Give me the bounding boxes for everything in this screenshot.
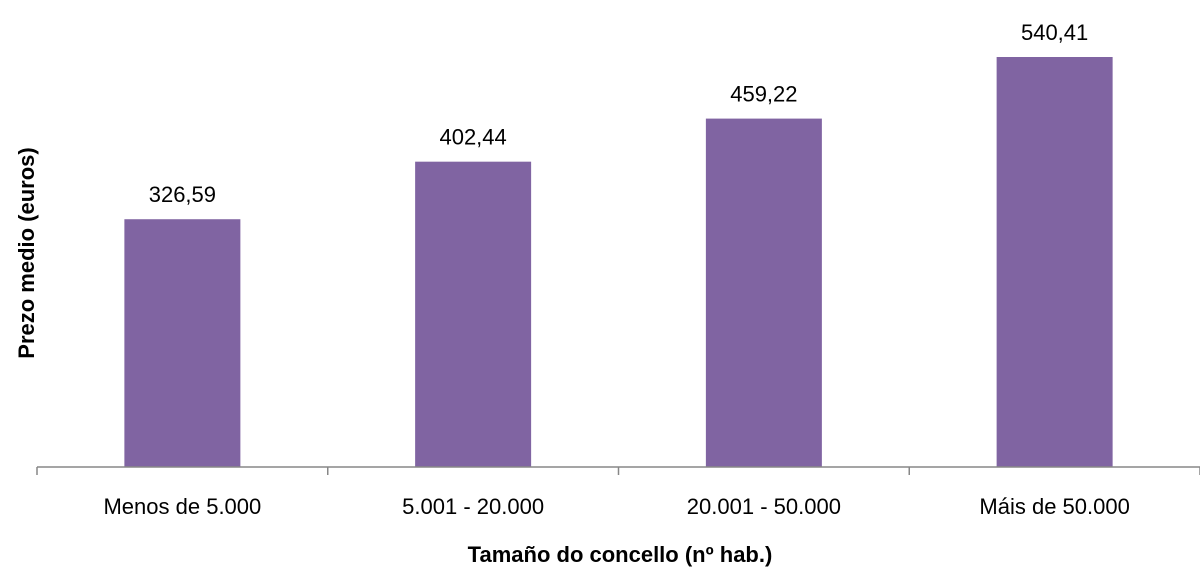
bar (415, 161, 532, 467)
x-tick-label: Menos de 5.000 (103, 494, 261, 519)
bar-value-label: 459,22 (730, 82, 797, 107)
data-labels: 326,59 402,44 459,22 540,41 (149, 20, 1089, 207)
x-axis-ticks (36, 467, 1200, 475)
bar-value-label: 402,44 (439, 125, 506, 150)
bars (124, 57, 1113, 468)
bar-value-label: 540,41 (1021, 20, 1088, 45)
bar (996, 57, 1113, 467)
x-tick-label: 20.001 - 50.000 (687, 494, 841, 519)
bar (124, 219, 241, 467)
x-tick-label: 5.001 - 20.000 (402, 494, 544, 519)
bar-value-label: 326,59 (149, 182, 216, 207)
x-axis-tick-labels: Menos de 5.000 5.001 - 20.000 20.001 - 50.… (103, 494, 1129, 519)
y-axis-title: Prezo medio (euros) (14, 147, 39, 358)
x-tick-label: Máis de 50.000 (979, 494, 1129, 519)
x-axis-title: Tamaño do concello (nº hab.) (468, 542, 773, 567)
bar (705, 118, 822, 468)
